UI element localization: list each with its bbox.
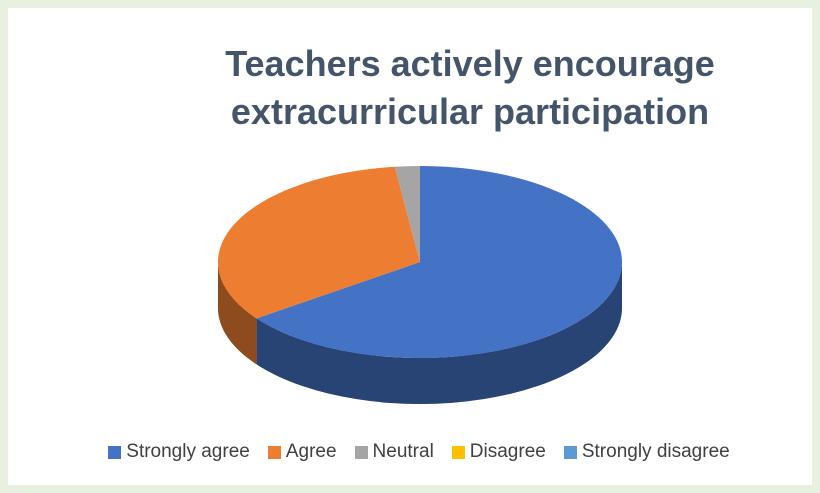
legend-item: Agree — [267, 441, 337, 463]
legend-swatch — [354, 445, 368, 459]
legend-label: Neutral — [372, 441, 434, 462]
legend-swatch — [451, 445, 465, 459]
legend-label: Strongly disagree — [581, 441, 730, 462]
slice-side — [218, 262, 257, 365]
slice — [394, 166, 420, 262]
slice-side-shade — [256, 262, 622, 405]
legend-item: Strongly agree — [108, 441, 250, 463]
legend-item: Disagree — [451, 441, 546, 463]
legend-swatch — [563, 445, 577, 459]
slice-side-shade — [218, 262, 257, 365]
legend-label: Disagree — [469, 441, 546, 462]
legend-item: Strongly disagree — [563, 441, 730, 463]
chart-title-box: Teachers actively encourage extracurricu… — [0, 40, 820, 136]
legend-item: Neutral — [354, 441, 434, 463]
slice — [256, 166, 622, 358]
legend-swatch — [108, 445, 122, 459]
slice — [217, 166, 420, 319]
legend: Strongly agree Agree Neutral Disagree Strong… — [0, 441, 820, 463]
legend-label: Agree — [285, 441, 337, 462]
chart-title: Teachers actively encourage extracurricu… — [225, 43, 715, 132]
legend-label: Strongly agree — [126, 441, 250, 462]
slice-side — [256, 262, 622, 405]
legend-swatch — [267, 445, 281, 459]
